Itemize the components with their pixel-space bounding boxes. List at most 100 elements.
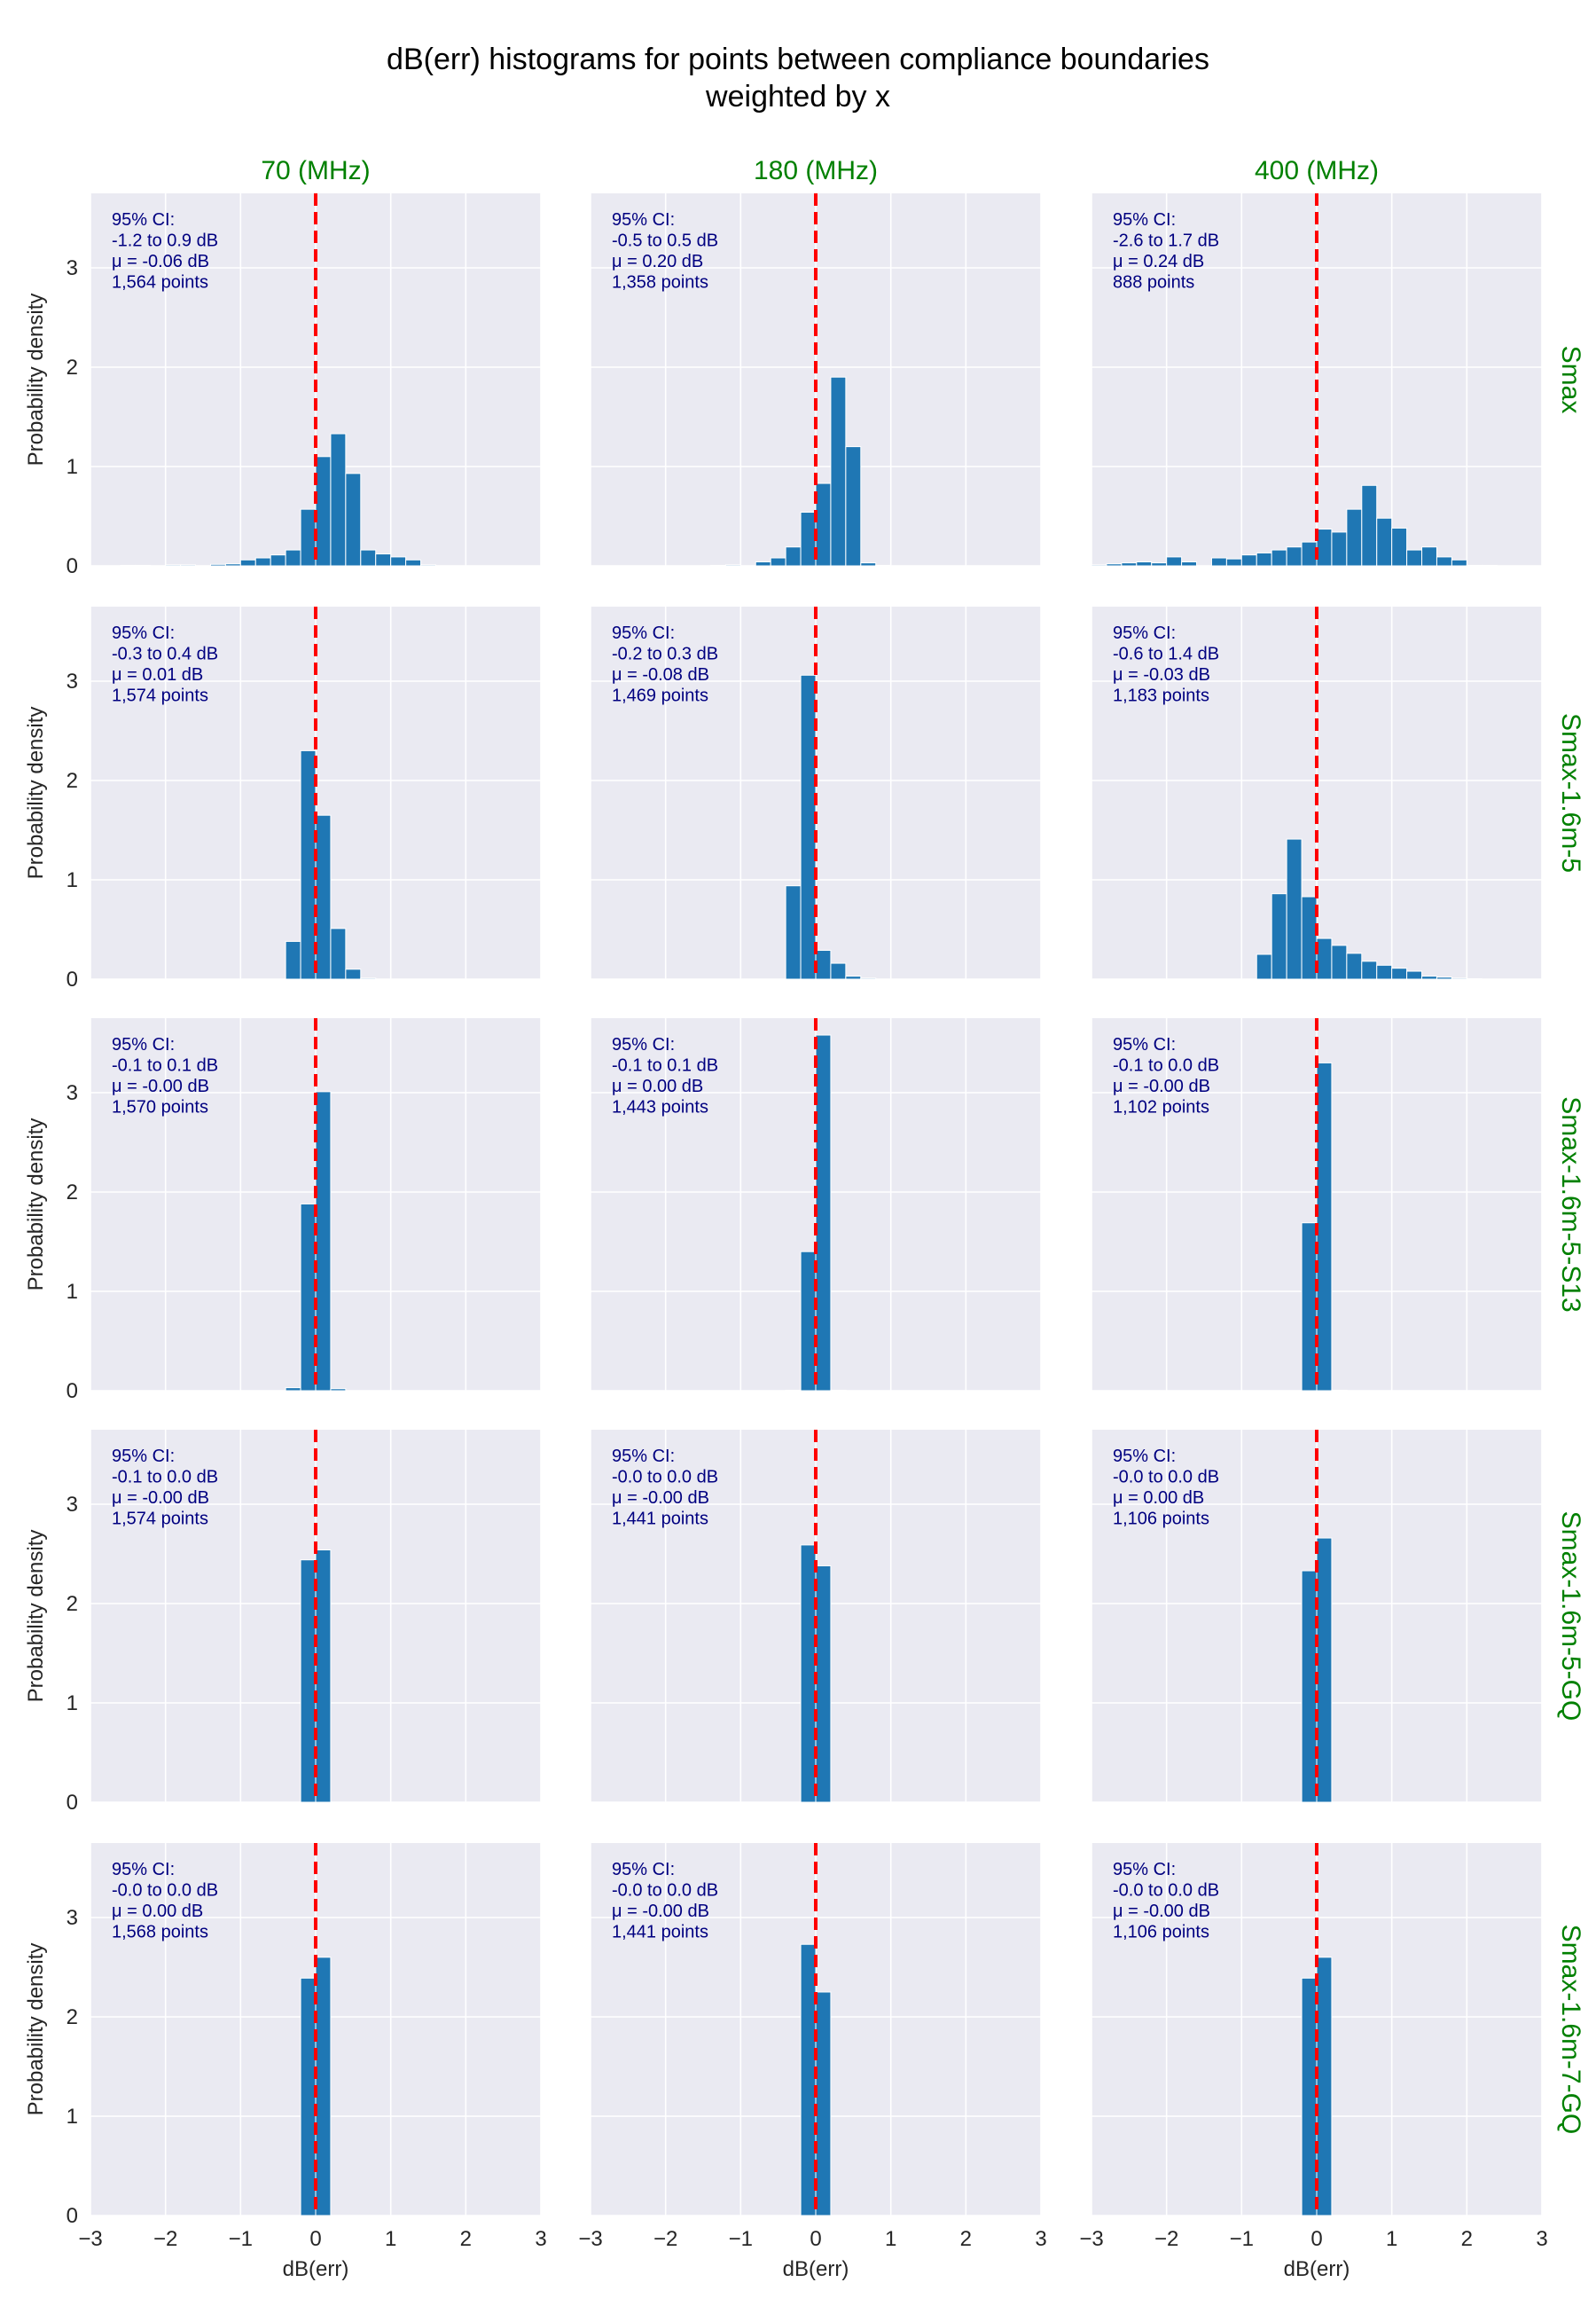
y-tick-label: 2 [66,2005,78,2029]
ci-annotation-line: 1,443 points [612,1098,708,1118]
ci-annotation-line: μ = -0.00 dB [612,1902,709,1921]
y-tick-label: 3 [66,670,78,694]
histogram-bar [330,433,347,567]
histogram-bar [755,561,771,567]
histogram-bar [1346,508,1363,567]
y-tick-label: 1 [66,868,78,892]
histogram-bar [815,1565,832,1803]
histogram-bar [1136,561,1153,567]
ci-annotation: 95% CI: -0.1 to 0.1 dB μ = 0.00 dB 1,443 po… [612,1035,718,1118]
y-axis-label: Probability density [24,707,48,880]
ci-annotation: 95% CI: -0.1 to 0.0 dB μ = -0.00 dB 1,574 p… [112,1447,218,1529]
histogram-bar [815,1991,832,2216]
histogram-bar [1286,838,1303,980]
ci-annotation-line: 95% CI: [112,1860,175,1879]
ci-annotation-line: 1,183 points [1113,686,1209,706]
ci-annotation-line: μ = 0.24 dB [1113,252,1204,271]
histogram-bar [800,1943,817,2216]
y-tick-label: 2 [66,1180,78,1204]
y-tick-label: 1 [66,1280,78,1304]
histogram-bar [845,976,862,980]
ci-annotation-line: 1,570 points [112,1098,208,1118]
ci-annotation: 95% CI: -0.6 to 1.4 dB μ = -0.03 dB 1,183 p… [1113,624,1219,706]
histogram-bar [1166,556,1183,567]
histogram-bar [1256,552,1272,567]
panel-r2-c2: 95% CI: -0.1 to 0.0 dB μ = -0.00 dB 1,102 p… [1091,1018,1585,1392]
histogram-bar [1451,559,1467,567]
ci-annotation-line: -0.2 to 0.3 dB [612,645,718,664]
ci-annotation-line: 1,441 points [612,1923,708,1942]
histogram-bar [830,1389,847,1392]
ci-annotation: 95% CI: -0.0 to 0.0 dB μ = 0.00 dB 1,106 po… [1113,1447,1219,1529]
histogram-bar [1316,1957,1333,2216]
histogram-bar [1301,1570,1318,1803]
histogram-bar [180,564,197,567]
panel-r1-c0: 95% CI: -0.3 to 0.4 dB μ = 0.01 dB 1,574 po… [24,607,542,992]
ci-annotation-line: 888 points [1113,273,1194,293]
histogram-bar [1271,549,1287,567]
histogram-bar [875,564,892,567]
histogram-bar [1391,968,1408,980]
ci-annotation-line: -0.0 to 0.0 dB [612,1881,718,1901]
ci-annotation-line: μ = 0.00 dB [612,1077,703,1096]
histogram-bar [1391,527,1408,567]
x-tick-label: 1 [1386,2227,1397,2251]
histogram-bar [1225,558,1242,567]
y-tick-label: 0 [66,2204,78,2228]
ci-annotation: 95% CI: -0.0 to 0.0 dB μ = -0.00 dB 1,106 p… [1113,1860,1219,1942]
panel-r0-c2: 95% CI: -2.6 to 1.7 dB μ = 0.24 dB 888 poin… [1091,156,1585,567]
histogram-bar [330,1388,347,1392]
ci-annotation-line: -0.1 to 0.0 dB [1113,1056,1219,1076]
histogram-bar [800,512,817,567]
ci-annotation-line: μ = -0.00 dB [112,1488,209,1508]
y-tick-label: 2 [66,769,78,793]
x-axis-label: dB(err) [283,2257,349,2281]
histogram-bar [224,563,241,567]
column-title: 180 (MHz) [754,156,878,185]
panel-r1-c1: 95% CI: -0.2 to 0.3 dB μ = -0.08 dB 1,469 p… [590,607,1042,980]
x-tick-label: 0 [810,2227,821,2251]
ci-annotation-line: μ = 0.00 dB [112,1902,203,1921]
ci-annotation: 95% CI: -0.5 to 0.5 dB μ = 0.20 dB 1,358 po… [612,210,718,293]
histogram-bar [830,376,847,567]
histogram-bar [300,1203,317,1392]
ci-annotation-line: 95% CI: [612,1035,675,1055]
ci-annotation-line: 1,469 points [612,686,708,706]
y-tick-label: 1 [66,455,78,479]
x-tick-label: −3 [78,2227,102,2251]
y-tick-label: 2 [66,356,78,380]
ci-annotation-line: 1,106 points [1113,1923,1209,1942]
histogram-bar [815,1034,832,1392]
ci-annotation-line: -0.0 to 0.0 dB [1113,1468,1219,1487]
x-tick-label: 3 [535,2227,546,2251]
ci-annotation-line: 95% CI: [1113,1035,1176,1055]
histogram-bar [1331,531,1348,567]
histogram-bar [1121,562,1138,567]
panel-r4-c0: 95% CI: -0.0 to 0.0 dB μ = 0.00 dB 1,568 po… [24,1843,547,2281]
histogram-bar [1301,1222,1318,1392]
y-axis-label: Probability density [24,1943,48,2116]
histogram-bar [1316,1537,1333,1803]
ci-annotation-line: 1,358 points [612,273,708,293]
histogram-bar [209,563,226,567]
ci-annotation-line: 95% CI: [612,210,675,230]
histogram-bar [1210,557,1227,567]
histogram-bar [285,549,301,567]
histogram-bar [1421,546,1437,567]
y-tick-label: 3 [66,256,78,280]
histogram-bar [345,969,362,980]
histogram-bar [300,1559,317,1803]
x-tick-label: 2 [460,2227,472,2251]
ci-annotation-line: 1,441 points [612,1510,708,1529]
x-tick-label: −2 [1154,2227,1178,2251]
histogram-bar [1406,970,1423,980]
histogram-bar [785,885,802,980]
figure-title-line-2: weighted by x [705,80,890,114]
panel-r0-c1: 95% CI: -0.5 to 0.5 dB μ = 0.20 dB 1,358 po… [590,156,1042,567]
x-tick-label: −3 [578,2227,602,2251]
ci-annotation-line: -0.1 to 0.1 dB [112,1056,218,1076]
histogram-bar [315,1957,332,2216]
histogram-bar [1301,896,1318,980]
histogram-bar [709,564,726,567]
histogram-bar [1376,517,1393,567]
